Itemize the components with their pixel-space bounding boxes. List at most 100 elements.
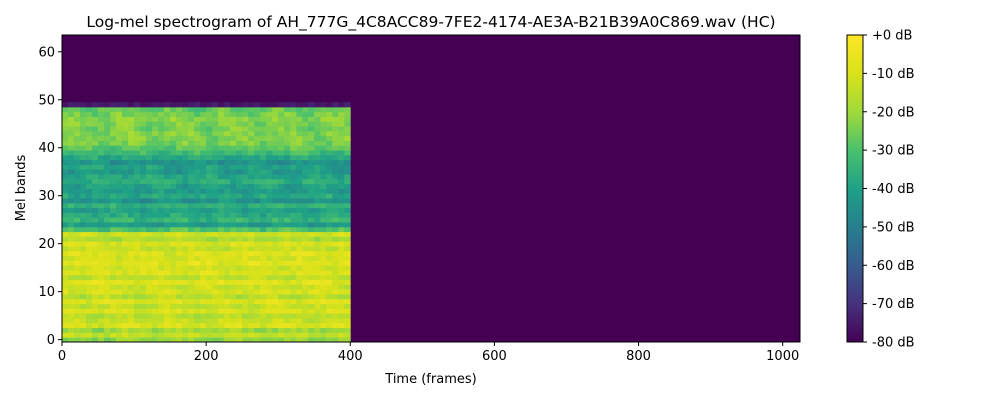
heatmap-cell [140,265,147,271]
heatmap-cell [116,102,123,108]
heatmap-cell [314,322,321,329]
heatmap-cell [104,327,111,333]
heatmap-cell [152,111,159,117]
heatmap-cell [188,217,195,223]
heatmap-cell [188,135,195,141]
heatmap-cell [338,126,345,132]
heatmap-cell [122,106,129,113]
heatmap-cell [284,111,291,117]
heatmap-cell [116,178,123,185]
heatmap-cell [80,116,87,122]
heatmap-cell [212,241,219,247]
heatmap-cell [320,202,327,209]
heatmap-cell [236,198,243,204]
heatmap-cell [314,202,321,209]
heatmap-cell [122,284,129,290]
heatmap-cell [188,102,195,108]
heatmap-cell [158,198,165,204]
heatmap-cell [272,135,279,141]
heatmap-cell [122,135,129,141]
heatmap-cell [248,164,255,170]
heatmap-cell [296,284,303,290]
heatmap-cell [182,284,189,290]
heatmap-cell [158,135,165,141]
heatmap-cell [224,154,231,161]
heatmap-cell [224,222,231,228]
heatmap-cell [158,130,165,137]
heatmap-cell [200,126,207,132]
heatmap-cell [62,150,69,156]
heatmap-cell [236,255,243,261]
heatmap-cell [188,126,195,132]
heatmap-cell [152,332,159,338]
heatmap-cell [314,116,321,122]
heatmap-cell [170,332,177,338]
heatmap-cell [164,226,171,233]
heatmap-cell [260,102,267,108]
heatmap-cell [206,150,213,156]
heatmap-cell [302,226,309,233]
heatmap-cell [68,106,75,113]
heatmap-cell [200,303,207,309]
heatmap-cell [122,207,129,213]
heatmap-cell [146,298,153,305]
heatmap-cell [158,274,165,281]
heatmap-cell [302,135,309,141]
heatmap-cell [206,231,213,237]
heatmap-cell [176,327,183,333]
heatmap-cell [104,150,111,156]
heatmap-cell [158,303,165,309]
heatmap-cell [332,111,339,117]
heatmap-cell [278,322,285,329]
heatmap-cell [104,154,111,161]
heatmap-cell [302,222,309,228]
heatmap-cell [212,202,219,209]
heatmap-cell [332,202,339,209]
heatmap-cell [326,270,333,276]
heatmap-cell [158,159,165,165]
heatmap-cell [266,154,273,161]
heatmap-cell [62,212,69,218]
heatmap-cell [74,222,81,228]
heatmap-cell [260,135,267,141]
heatmap-cell [224,126,231,132]
heatmap-cell [86,169,93,175]
heatmap-cell [344,279,351,285]
heatmap-cell [68,193,75,199]
heatmap-cell [206,294,213,300]
heatmap-cell [332,183,339,189]
heatmap-cell [134,116,141,122]
heatmap-cell [104,188,111,194]
heatmap-cell [170,159,177,165]
heatmap-cell [338,246,345,252]
heatmap-cell [302,260,309,266]
heatmap-cell [104,250,111,257]
heatmap-cell [224,332,231,338]
heatmap-cell [188,265,195,271]
heatmap-cell [128,255,135,261]
heatmap-cell [218,188,225,194]
heatmap-cell [110,212,117,218]
heatmap-cell [122,222,129,228]
heatmap-cell [260,284,267,290]
heatmap-cell [314,270,321,276]
heatmap-cell [122,289,129,295]
heatmap-cell [248,154,255,161]
heatmap-cell [314,250,321,257]
heatmap-cell [242,140,249,146]
heatmap-cell [176,274,183,281]
heatmap-cell [170,226,177,233]
heatmap-cell [332,246,339,252]
heatmap-cell [194,298,201,305]
heatmap-cell [92,193,99,199]
heatmap-cell [134,313,141,319]
heatmap-cell [86,322,93,329]
heatmap-cell [164,188,171,194]
heatmap-cell [332,260,339,266]
heatmap-cell [242,255,249,261]
heatmap-cell [122,164,129,170]
heatmap-cell [260,130,267,137]
heatmap-cell [278,332,285,338]
heatmap-cell [320,145,327,151]
heatmap-cell [182,327,189,333]
